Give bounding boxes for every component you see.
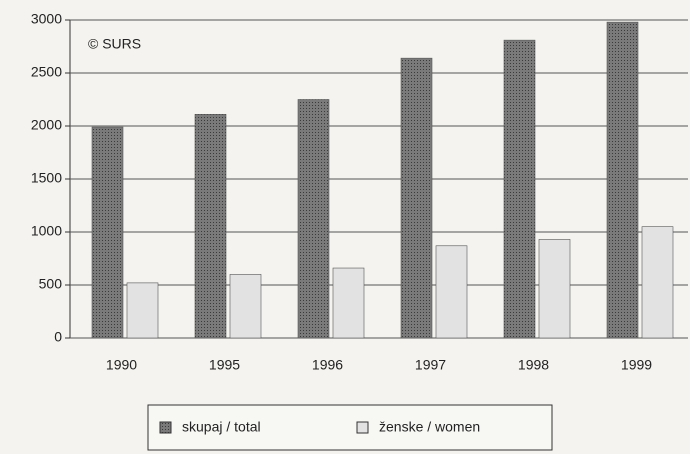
legend-swatch bbox=[356, 421, 369, 434]
bar bbox=[297, 99, 330, 339]
bar bbox=[606, 21, 639, 339]
y-tick-label: 1000 bbox=[31, 223, 62, 239]
legend-label: skupaj / total bbox=[182, 419, 261, 435]
y-tick-label: 2500 bbox=[31, 64, 62, 80]
x-tick-label: 1997 bbox=[415, 357, 446, 373]
legend-label: ženske / women bbox=[379, 419, 480, 435]
x-tick-label: 1999 bbox=[621, 357, 652, 373]
legend-swatch bbox=[159, 421, 172, 434]
x-tick-label: 1990 bbox=[106, 357, 137, 373]
y-tick-label: 3000 bbox=[31, 11, 62, 27]
x-tick-label: 1995 bbox=[209, 357, 240, 373]
bar bbox=[641, 226, 674, 339]
bar bbox=[91, 126, 124, 339]
y-tick-label: 1500 bbox=[31, 170, 62, 186]
legend bbox=[147, 404, 553, 451]
bar bbox=[503, 39, 536, 339]
bar bbox=[194, 114, 227, 339]
y-tick-label: 2000 bbox=[31, 117, 62, 133]
bar bbox=[229, 274, 262, 339]
bar bbox=[126, 282, 159, 339]
bar bbox=[400, 57, 433, 339]
y-tick-label: 0 bbox=[54, 329, 62, 345]
bar bbox=[332, 267, 365, 339]
bar bbox=[538, 239, 571, 339]
x-tick-label: 1998 bbox=[518, 357, 549, 373]
x-tick-label: 1996 bbox=[312, 357, 343, 373]
annotation: © SURS bbox=[88, 36, 141, 52]
bar bbox=[435, 245, 468, 339]
y-tick-label: 500 bbox=[39, 276, 63, 292]
